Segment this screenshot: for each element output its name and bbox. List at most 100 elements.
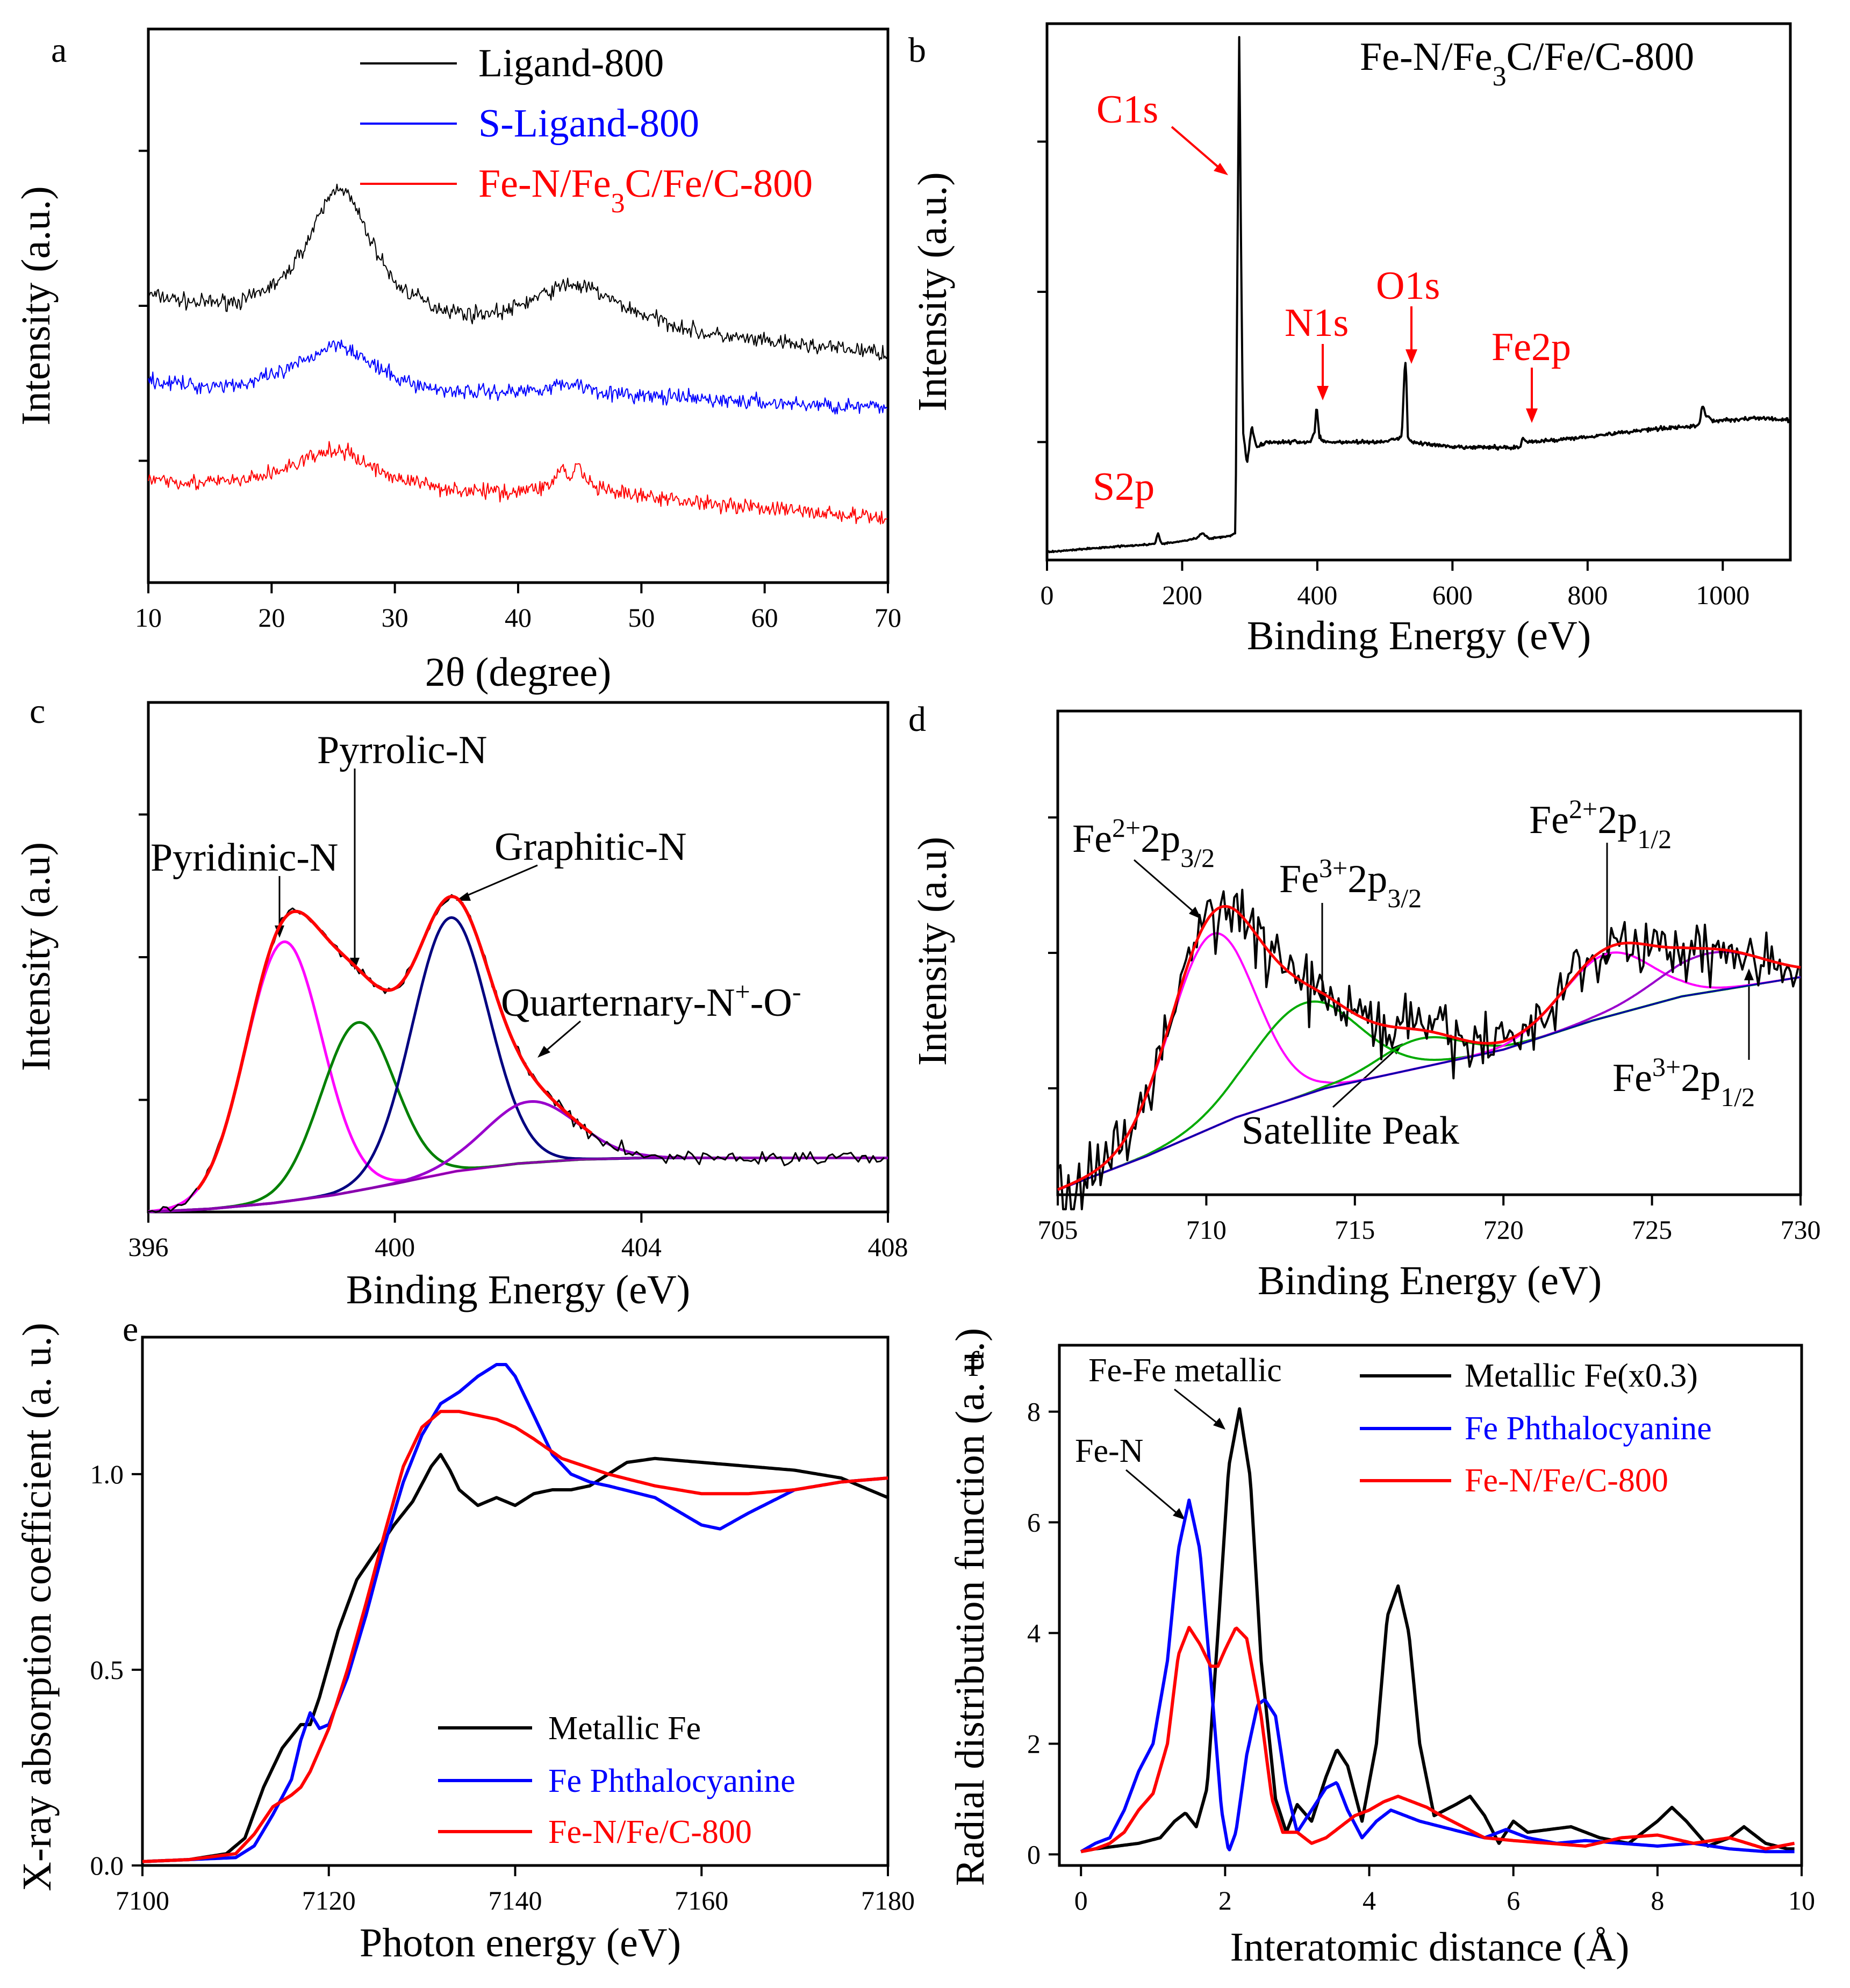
graphitic-n-label: Graphitic-N [494,825,687,869]
x-tick-label: 400 [375,1232,415,1262]
x-tick-label: 7160 [675,1885,728,1915]
panel-label: f [967,1345,979,1384]
fe3-2p12-label: Fe3+2p1/2 [1612,1052,1755,1112]
series-line [148,441,888,525]
plot-frame [147,701,890,1214]
baseline [1057,976,1801,1191]
fe3-2p12-arrowhead [1744,968,1754,980]
legend: Metallic Fe(x0.3) Fe Phthalocyanine Fe-N… [1360,1358,1712,1499]
fe2-2p32-label: Fe2+2p3/2 [1072,813,1215,873]
o1s-arrowhead [1406,349,1417,364]
legend-label: Fe Phthalocyanine [1465,1410,1712,1447]
y-axis-label: Radial distribution function (a. u.) [948,1328,993,1886]
x-tick-label: 40 [505,602,532,633]
axes-d: 705 710 715 720 725 730 [1038,816,1821,1245]
x-tick-label: 7140 [489,1885,542,1915]
c1s-arrowhead [1214,163,1228,175]
series-line [148,339,888,415]
y-tick-label: 6 [1027,1508,1041,1538]
x-tick-label: 10 [1788,1885,1815,1915]
fe2p-arrowhead [1526,408,1538,423]
y-tick-label: 0.0 [90,1850,124,1881]
x-tick-label: 7100 [116,1885,169,1915]
series-line [1080,1626,1795,1854]
graphitic-arrow [462,864,538,899]
fe-n-label: Fe-N [1075,1433,1143,1469]
x-axis-label: Binding Energy (eV) [346,1267,690,1312]
x-tick-label: 70 [874,602,901,633]
x-tick-label: 730 [1781,1215,1821,1245]
x-tick-label: 715 [1335,1215,1375,1245]
panel-a: a Ligand-800 S-Ligand-800 Fe-N/Fe3C/Fe/C… [13,27,890,695]
fe2p-label: Fe2p [1492,325,1571,369]
fit-peak [148,916,888,1214]
x-tick-label: 7180 [861,1885,915,1915]
series-line [1080,1498,1795,1854]
series-line [142,1363,888,1863]
legend-label: Ligand-800 [478,41,664,85]
axes-e: 7100 7120 7140 7160 7180 0.0 0.5 1.0 [90,1459,915,1915]
quarternary-n-label: Quarternary-N+-O- [501,977,801,1025]
x-tick-label: 408 [868,1232,908,1262]
y-tick-label: 2 [1027,1728,1041,1759]
fe-n-arrow [1125,1469,1180,1517]
x-tick-label: 6 [1507,1885,1520,1915]
panel-label: a [51,31,67,70]
panel-e: e Metallic Fe Fe Phthalocyanine Fe-N/Fe/… [15,1310,890,1965]
y-tick-label: 0 [1027,1839,1041,1869]
x-axis-label: Photon energy (eV) [360,1920,681,1965]
legend: Ligand-800 S-Ligand-800 Fe-N/Fe3C/Fe/C-8… [360,41,813,219]
pyrrolic-n-label: Pyrrolic-N [317,728,487,772]
series-line [1046,36,1791,554]
x-tick-label: 2 [1218,1885,1232,1915]
axes-f: 0 2 4 6 8 10 0 2 4 6 8 [1027,1397,1815,1915]
x-tick-label: 200 [1162,580,1202,610]
x-tick-label: 396 [128,1232,169,1262]
fe-fe-metallic-label: Fe-Fe metallic [1088,1352,1282,1389]
panel-label: d [908,700,926,739]
x-tick-label: 4 [1363,1885,1376,1915]
series-line [142,1410,888,1863]
x-tick-label: 10 [135,602,162,633]
x-tick-label: 705 [1038,1215,1078,1245]
y-axis-label: X-ray absorption coefficient (a. u.) [15,1323,60,1891]
y-axis-label: Intensity (a.u) [13,842,59,1071]
n1s-arrowhead [1317,386,1329,400]
x-tick-label: 800 [1567,580,1608,610]
fit-envelope [1057,905,1801,1191]
c1s-label: C1s [1096,88,1158,132]
x-tick-label: 8 [1651,1885,1664,1915]
x-axis-label: Binding Energy (eV) [1247,613,1591,658]
x-tick-label: 600 [1432,580,1473,610]
x-axis-label: 2θ (degree) [425,650,612,695]
o1s-label: O1s [1376,264,1440,308]
baseline [148,1157,888,1213]
x-tick-label: 1000 [1696,580,1749,610]
y-axis-label: Intensity (a.u.) [910,172,955,411]
y-axis-label: Intensity (a.u.) [13,186,59,425]
x-tick-label: 0 [1041,580,1054,610]
n1s-label: N1s [1285,301,1349,345]
legend-label: Fe-N/Fe/C-800 [548,1814,752,1850]
fe-fe-arrow [1174,1388,1221,1426]
legend-label: Metallic Fe(x0.3) [1465,1358,1698,1394]
x-tick-label: 30 [382,602,408,633]
fit-peak [148,1100,888,1214]
fe-fe-arrowhead [1213,1418,1225,1430]
c1s-arrow [1171,126,1224,172]
legend-label: S-Ligand-800 [478,102,699,146]
x-axis-label: Interatomic distance (Å) [1230,1925,1630,1970]
x-tick-label: 404 [621,1232,662,1262]
panel-b: b Fe-N/Fe3C/Fe/C-800 C1s N1s O1s Fe2p S2… [908,22,1792,658]
legend-label: Fe Phthalocyanine [548,1763,795,1799]
panel-title: Fe-N/Fe3C/Fe/C-800 [1360,35,1694,92]
y-tick-label: 4 [1027,1618,1041,1648]
x-tick-label: 0 [1074,1885,1088,1915]
x-tick-label: 720 [1483,1215,1524,1245]
axes-c: 396 400 404 408 [128,813,908,1262]
x-tick-label: 7120 [302,1885,356,1915]
panel-label: b [908,31,926,70]
y-tick-label: 8 [1027,1397,1041,1427]
axes-a: 10 20 30 40 50 60 70 [135,149,901,633]
